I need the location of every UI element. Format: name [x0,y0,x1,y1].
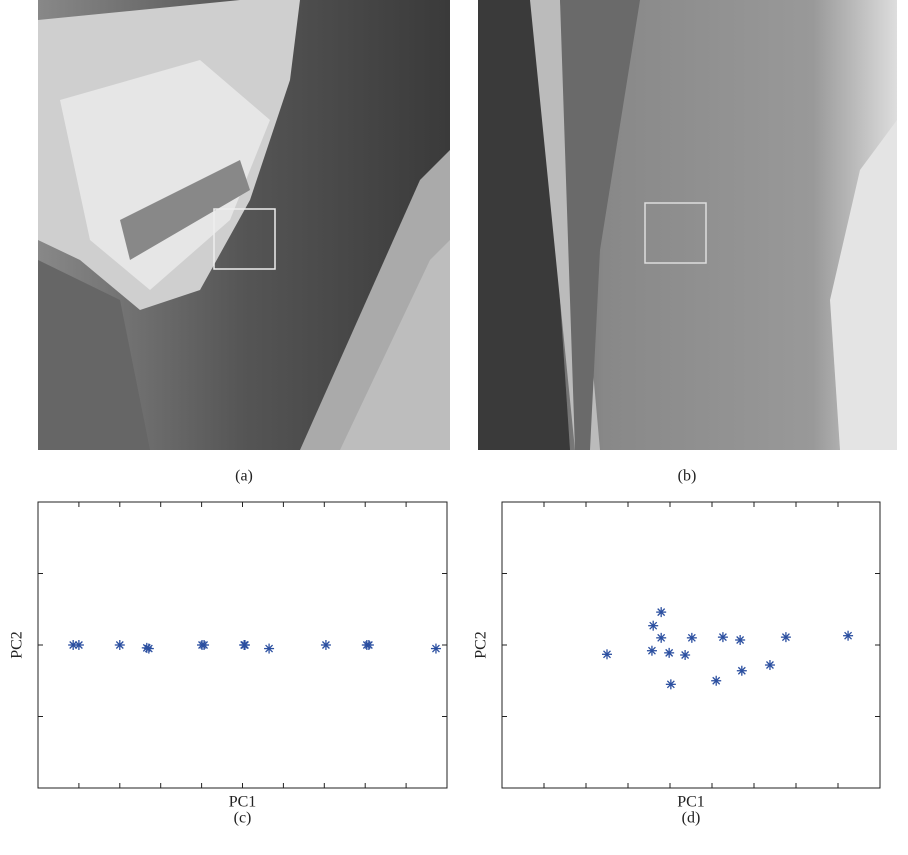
point [656,632,667,643]
point-stroke [115,641,124,649]
point-stroke [718,633,727,642]
panel-label: (d) [682,810,701,827]
point-stroke [666,680,675,689]
point [143,643,154,654]
point-stroke [144,644,153,653]
point [686,632,697,643]
point [114,640,125,650]
point [602,649,612,660]
point-stroke [69,641,78,649]
point-stroke [844,631,853,640]
point-stroke [649,621,658,630]
point [735,634,746,645]
point [68,640,79,650]
point-stroke [321,641,330,649]
x-axis-label: PC1 [229,794,257,811]
panel-label: (a) [235,468,253,485]
point-stroke [240,641,249,649]
point [320,640,331,650]
point [780,632,791,643]
x-axis-label: PC1 [677,794,705,811]
point-stroke [265,644,274,653]
point-stroke [657,608,666,617]
panel-label: (c) [234,810,252,827]
point [665,679,676,690]
point-stroke [603,650,611,659]
image-b [478,0,897,450]
plot-frame [501,501,881,789]
point [239,640,250,650]
point [711,675,722,686]
point [73,640,84,650]
point-stroke [712,676,721,685]
point [199,640,210,650]
point-stroke [665,648,674,657]
point-stroke [737,666,746,675]
point [656,607,667,618]
point [430,643,441,654]
y-axis-label: PC2 [9,631,26,659]
y-axis-label: PC2 [473,631,490,659]
point-stroke [736,636,745,644]
point [764,660,775,671]
point-stroke [681,651,690,659]
point-stroke [74,641,83,649]
point-stroke [364,641,373,649]
point [363,640,374,650]
point [664,647,675,658]
point [843,630,854,641]
point-stroke [766,661,774,669]
point [736,665,747,676]
point [646,645,657,656]
point-stroke [781,633,790,642]
point-stroke [687,633,696,642]
point [648,620,659,631]
point-stroke [647,646,656,655]
point-stroke [431,644,440,653]
point [717,632,728,643]
point-stroke [200,641,209,649]
point-stroke [657,633,666,642]
panel-label: (b) [678,468,697,485]
image-a [38,0,450,450]
point [680,650,691,661]
point [264,643,275,654]
